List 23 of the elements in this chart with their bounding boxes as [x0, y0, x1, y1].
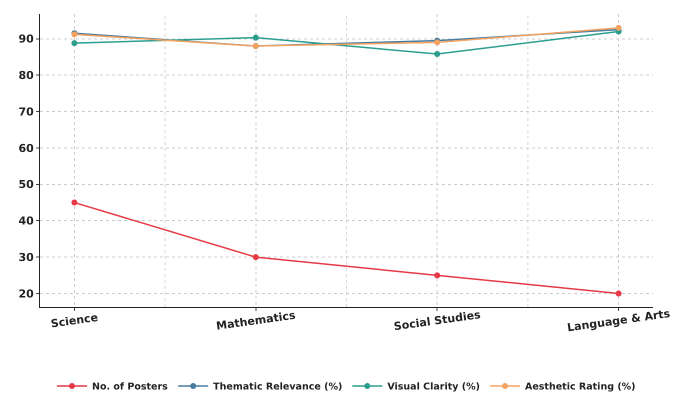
- point: [616, 290, 622, 297]
- y-tick-label: 80: [18, 69, 34, 82]
- point: [434, 272, 440, 278]
- point: [252, 34, 259, 41]
- legend-label: Thematic Relevance (%): [213, 382, 342, 393]
- x-tick-label: Mathematics: [215, 308, 297, 333]
- y-tick-label: 20: [18, 287, 34, 300]
- y-tick-label: 30: [18, 250, 34, 264]
- point: [71, 40, 78, 46]
- legend-label: No. of Posters: [92, 382, 168, 393]
- y-tick-label: 70: [18, 105, 34, 118]
- point: [71, 200, 78, 206]
- x-tick-label: Social Studies: [392, 308, 482, 334]
- y-tick-label: 90: [18, 32, 34, 46]
- legend-label: Aesthetic Rating (%): [524, 382, 636, 393]
- y-tick-label: 40: [18, 214, 34, 228]
- point: [434, 51, 440, 58]
- x-tick-label: Science: [50, 310, 99, 330]
- x-tick-label: Language & Arts: [566, 307, 672, 334]
- y-tick-label: 50: [18, 178, 34, 192]
- y-tick-label: 60: [18, 142, 34, 155]
- point: [252, 254, 259, 260]
- legend-label: Visual Clarity (%): [387, 382, 480, 393]
